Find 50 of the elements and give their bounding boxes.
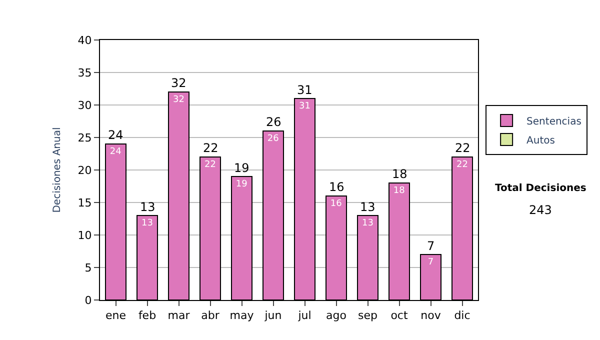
y-tick-label: 35 bbox=[78, 66, 92, 80]
x-tick-label: mar bbox=[168, 309, 190, 322]
data-label: 16 bbox=[330, 199, 342, 209]
y-tick-label: 10 bbox=[78, 228, 92, 242]
y-tick-label: 20 bbox=[78, 164, 92, 177]
total-label: 19 bbox=[234, 161, 250, 175]
y-tick-label: 15 bbox=[78, 196, 92, 210]
total-label: 26 bbox=[266, 115, 282, 129]
total-label: 18 bbox=[392, 167, 408, 181]
total-label: 24 bbox=[108, 128, 124, 142]
legend-label: Sentencias bbox=[526, 116, 582, 128]
x-tick-label: sep bbox=[358, 309, 378, 322]
y-tick-label: 30 bbox=[78, 98, 92, 112]
y-axis-title: Decisiones Anual bbox=[52, 127, 63, 213]
data-label: 18 bbox=[393, 186, 406, 196]
x-tick-label: ago bbox=[326, 309, 347, 322]
x-tick-label: jun bbox=[264, 309, 282, 322]
total-label: 13 bbox=[140, 200, 156, 214]
data-label: 7 bbox=[428, 258, 434, 268]
y-tick-label: 25 bbox=[78, 131, 92, 144]
data-label: 13 bbox=[362, 218, 374, 228]
data-label: 32 bbox=[173, 95, 184, 105]
data-label: 24 bbox=[110, 147, 122, 157]
text: 243 bbox=[529, 203, 552, 217]
data-label: 19 bbox=[236, 180, 248, 190]
x-tick-label: ene bbox=[105, 309, 126, 322]
x-tick-label: dic bbox=[454, 309, 470, 322]
text: Total Decisiones bbox=[495, 183, 586, 194]
x-tick-label: nov bbox=[420, 309, 442, 322]
y-tick-label: 0 bbox=[84, 294, 92, 307]
total-label: 32 bbox=[171, 76, 186, 90]
legend-label: Autos bbox=[526, 135, 555, 146]
total-label: 31 bbox=[297, 83, 312, 97]
total-label: 16 bbox=[329, 180, 344, 194]
data-label: 13 bbox=[142, 218, 153, 228]
x-tick-label: may bbox=[230, 309, 254, 322]
total-label: 13 bbox=[360, 200, 376, 214]
data-label: 22 bbox=[204, 160, 216, 170]
total-label: 22 bbox=[455, 141, 470, 155]
data-label: 31 bbox=[299, 102, 310, 112]
x-tick-label: feb bbox=[138, 309, 156, 322]
y-tick-label: 5 bbox=[84, 261, 92, 274]
data-label: 26 bbox=[267, 134, 280, 144]
x-tick-label: oct bbox=[390, 309, 408, 322]
data-label: 22 bbox=[456, 160, 468, 170]
y-tick-label: 40 bbox=[78, 34, 92, 47]
total-label: 7 bbox=[427, 239, 435, 253]
x-tick-label: jul bbox=[297, 309, 312, 322]
x-tick-label: abr bbox=[201, 309, 220, 322]
total-label: 22 bbox=[203, 141, 218, 155]
